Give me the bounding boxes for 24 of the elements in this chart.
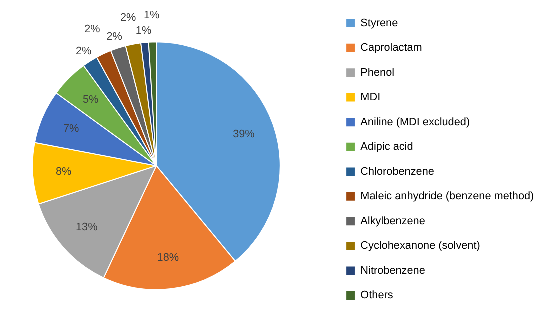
legend-label: Caprolactam (360, 42, 422, 54)
legend-label: Aniline (MDI excluded) (360, 116, 470, 128)
data-label: 2% (84, 24, 101, 36)
legend-label: Styrene (360, 17, 398, 30)
legend-label: Adipic acid (360, 141, 414, 154)
data-label: 8% (56, 166, 72, 178)
legend-label: Others (360, 290, 394, 302)
legend-label: Chlorobenzene (360, 166, 434, 178)
data-label: 7% (63, 123, 80, 136)
data-label: 13% (76, 221, 98, 234)
legend-label: Phenol (360, 66, 395, 79)
data-label: 1% (136, 24, 152, 37)
legend-label: Alkylbenzene (360, 215, 426, 228)
data-label: 2% (120, 12, 137, 24)
data-label: 1% (144, 9, 160, 22)
data-label: 39% (233, 128, 256, 140)
data-label: 2% (106, 30, 123, 43)
data-label: 18% (157, 252, 180, 264)
data-label: 2% (76, 45, 92, 58)
legend-label: Maleic anhydride (benzene method) (360, 190, 534, 203)
legend-label: Cyclohexanone (solvent) (360, 240, 480, 252)
legend-label: Nitrobenzene (360, 264, 426, 277)
legend-label: MDI (360, 92, 381, 104)
data-label: 5% (83, 94, 100, 106)
